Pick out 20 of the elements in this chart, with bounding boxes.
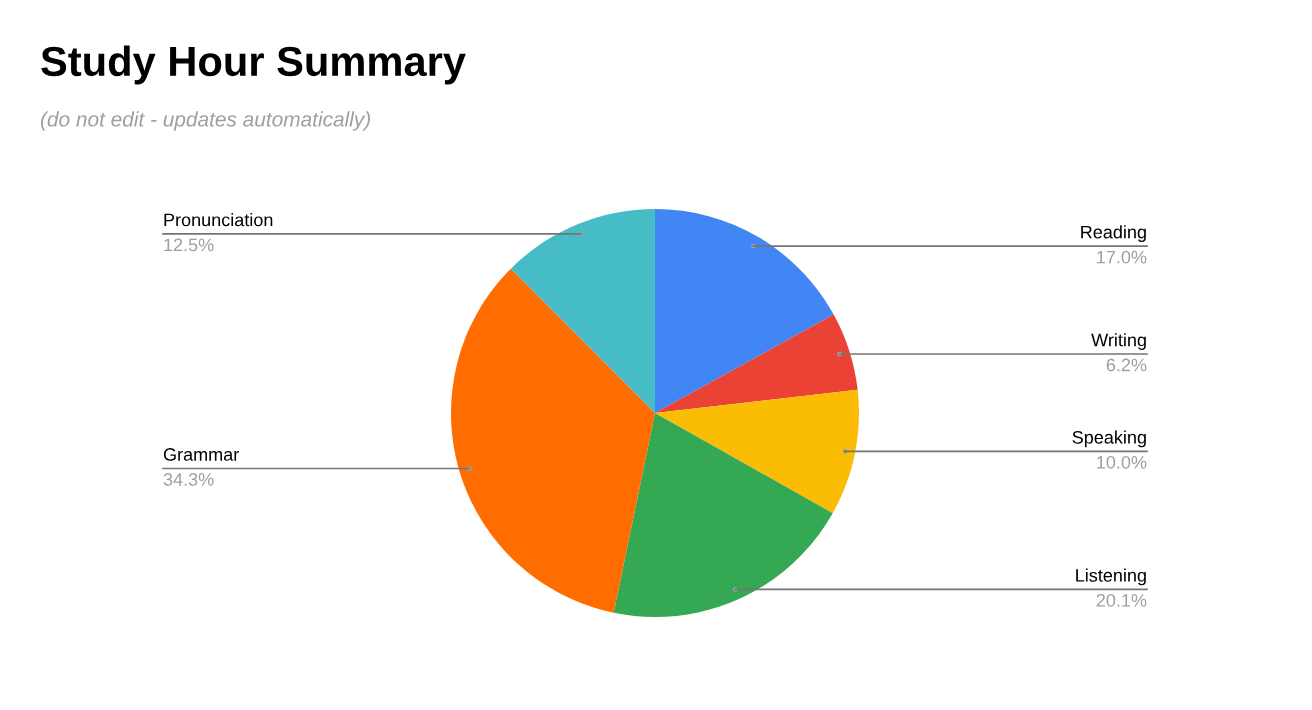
slice-label: Pronunciation xyxy=(164,213,273,227)
data-label: 12.5% xyxy=(164,238,214,252)
slice-label: Grammar xyxy=(163,448,239,461)
data-label: 10.0% xyxy=(1097,455,1147,469)
pie-slice xyxy=(655,314,858,413)
pie-slice xyxy=(655,389,859,514)
data-label: 20.1% xyxy=(1096,593,1147,607)
pie-slice xyxy=(451,268,655,613)
slice-label: Writing xyxy=(1091,333,1146,350)
chart-title: Study Hour Summary xyxy=(41,45,466,85)
pie-slice xyxy=(655,209,834,413)
data-label: 34.3% xyxy=(163,473,214,486)
slice-label: Speaking xyxy=(1072,430,1146,448)
data-label: 17.0% xyxy=(1097,250,1147,264)
data-label: 6.2% xyxy=(1106,358,1147,372)
pie-slice xyxy=(613,413,833,617)
slice-label: Listening xyxy=(1076,568,1146,586)
slice-label: Reading xyxy=(1081,225,1146,243)
pie-slice xyxy=(510,209,655,413)
chart-subtitle: (do not edit - updates automatically) xyxy=(40,111,370,131)
